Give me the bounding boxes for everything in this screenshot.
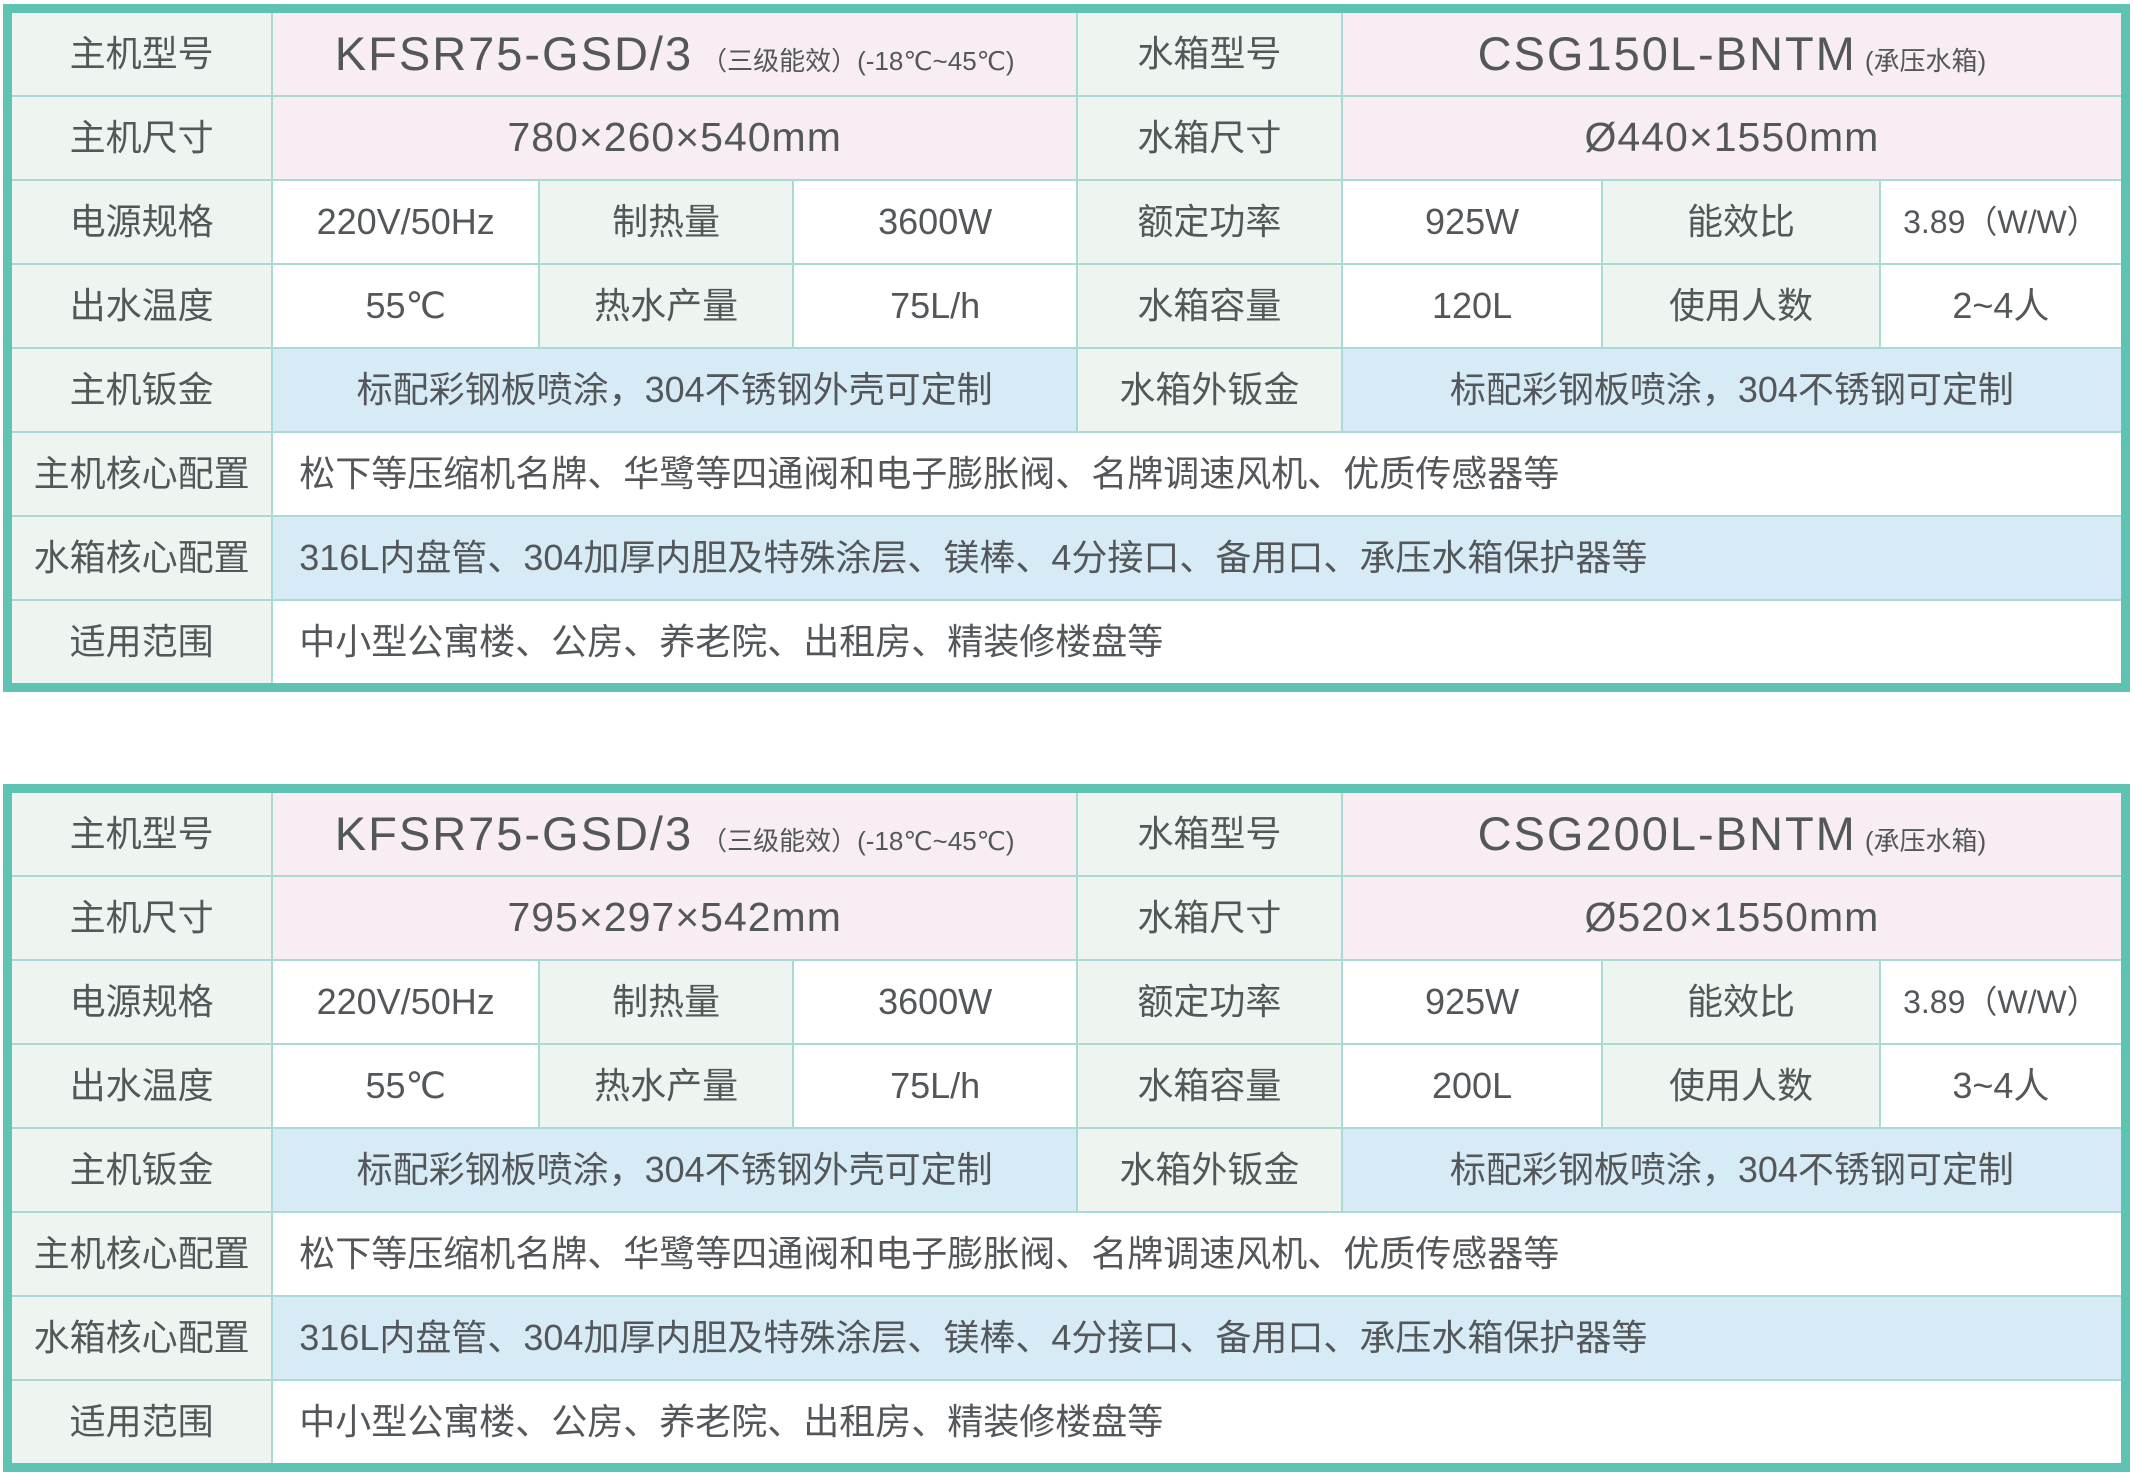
spec-label: 能效比	[1601, 179, 1881, 265]
table-row: 主机型号 KFSR75-GSD/3 （三级能效）(-18℃~45℃) 水箱型号 CSG1…	[6, 7, 2127, 97]
spec-label: 主机型号	[6, 7, 274, 97]
spec-label: 主机尺寸	[6, 875, 274, 961]
spec-value: 3600W	[792, 179, 1079, 265]
spec-value: 925W	[1340, 959, 1604, 1045]
model-number: CSG150L-BNTM	[1477, 26, 1857, 80]
spec-value: 75L/h	[792, 263, 1079, 349]
spec-value: 780×260×540mm	[271, 95, 1079, 181]
spec-label: 额定功率	[1076, 959, 1343, 1045]
spec-label: 电源规格	[6, 179, 274, 265]
spec-label: 热水产量	[538, 1043, 795, 1129]
table-row: 主机尺寸 780×260×540mm 水箱尺寸 Ø440×1550mm	[6, 95, 2127, 181]
spec-label: 水箱容量	[1076, 263, 1343, 349]
spec-label: 使用人数	[1601, 263, 1881, 349]
spec-label: 出水温度	[6, 1043, 274, 1129]
spec-value: 120L	[1340, 263, 1604, 349]
model-note: （三级能效）(-18℃~45℃)	[701, 45, 1015, 76]
spec-label: 制热量	[538, 179, 795, 265]
spec-label: 出水温度	[6, 263, 274, 349]
spec-value: 3600W	[792, 959, 1079, 1045]
model-note: (承压水箱)	[1864, 825, 1987, 856]
model-note: (承压水箱)	[1864, 45, 1987, 76]
spec-value: Ø440×1550mm	[1340, 95, 2127, 181]
spec-value: 标配彩钢板喷涂，304不锈钢可定制	[1340, 1127, 2127, 1213]
spec-label: 主机钣金	[6, 1127, 274, 1213]
spec-label: 水箱外钣金	[1076, 1127, 1343, 1213]
spec-label: 额定功率	[1076, 179, 1343, 265]
table-row: 主机钣金 标配彩钢板喷涂，304不锈钢外壳可定制 水箱外钣金 标配彩钢板喷涂，304不…	[6, 347, 2127, 433]
table-row: 适用范围 中小型公寓楼、公房、养老院、出租房、精装修楼盘等	[6, 1379, 2127, 1469]
model-cell: CSG200L-BNTM (承压水箱)	[1340, 787, 2127, 877]
table-row: 出水温度 55℃ 热水产量 75L/h 水箱容量 200L 使用人数 3~4人	[6, 1043, 2127, 1129]
spec-value: 220V/50Hz	[271, 179, 541, 265]
model-note: （三级能效）(-18℃~45℃)	[701, 825, 1015, 856]
spec-value: 3.89（W/W）	[1878, 959, 2127, 1045]
table-row: 主机尺寸 795×297×542mm 水箱尺寸 Ø520×1550mm	[6, 875, 2127, 961]
spec-label: 主机核心配置	[6, 431, 274, 517]
spec-value: 松下等压缩机名牌、华鹭等四通阀和电子膨胀阀、名牌调速风机、优质传感器等	[271, 1211, 2127, 1297]
table-row: 出水温度 55℃ 热水产量 75L/h 水箱容量 120L 使用人数 2~4人	[6, 263, 2127, 349]
model-cell: CSG150L-BNTM (承压水箱)	[1340, 7, 2127, 97]
spec-value: 75L/h	[792, 1043, 1079, 1129]
spec-value: 795×297×542mm	[271, 875, 1079, 961]
spec-value: Ø520×1550mm	[1340, 875, 2127, 961]
spec-value: 松下等压缩机名牌、华鹭等四通阀和电子膨胀阀、名牌调速风机、优质传感器等	[271, 431, 2127, 517]
spec-value: 925W	[1340, 179, 1604, 265]
spec-label: 水箱型号	[1076, 7, 1343, 97]
table-row: 主机核心配置 松下等压缩机名牌、华鹭等四通阀和电子膨胀阀、名牌调速风机、优质传感器…	[6, 1211, 2127, 1297]
spec-label: 主机核心配置	[6, 1211, 274, 1297]
spec-label: 适用范围	[6, 599, 274, 689]
table-row: 电源规格 220V/50Hz 制热量 3600W 额定功率 925W 能效比 3.89（W/W…	[6, 179, 2127, 265]
spec-label: 电源规格	[6, 959, 274, 1045]
spec-value: 中小型公寓楼、公房、养老院、出租房、精装修楼盘等	[271, 1379, 2127, 1469]
spec-value: 3~4人	[1878, 1043, 2127, 1129]
spec-value: 220V/50Hz	[271, 959, 541, 1045]
spec-label: 水箱型号	[1076, 787, 1343, 877]
spec-label: 制热量	[538, 959, 795, 1045]
table-row: 水箱核心配置 316L内盘管、304加厚内胆及特殊涂层、镁棒、4分接口、备用口、承…	[6, 1295, 2127, 1381]
spec-table-csg200l: 主机型号 KFSR75-GSD/3 （三级能效）(-18℃~45℃) 水箱型号 CSG2…	[3, 784, 2130, 1472]
spec-label: 使用人数	[1601, 1043, 1881, 1129]
spec-value: 316L内盘管、304加厚内胆及特殊涂层、镁棒、4分接口、备用口、承压水箱保护器…	[271, 515, 2127, 601]
model-number: CSG200L-BNTM	[1477, 806, 1857, 860]
spec-value: 200L	[1340, 1043, 1604, 1129]
model-number: KFSR75-GSD/3	[334, 806, 694, 860]
model-number: KFSR75-GSD/3	[334, 26, 694, 80]
spec-label: 水箱容量	[1076, 1043, 1343, 1129]
spec-value: 标配彩钢板喷涂，304不锈钢外壳可定制	[271, 1127, 1079, 1213]
spec-label: 水箱核心配置	[6, 1295, 274, 1381]
spec-value: 2~4人	[1878, 263, 2127, 349]
spec-label: 水箱核心配置	[6, 515, 274, 601]
spec-value: 55℃	[271, 1043, 541, 1129]
spec-label: 主机尺寸	[6, 95, 274, 181]
spec-value: 中小型公寓楼、公房、养老院、出租房、精装修楼盘等	[271, 599, 2127, 689]
spec-value: 标配彩钢板喷涂，304不锈钢可定制	[1340, 347, 2127, 433]
spec-label: 水箱外钣金	[1076, 347, 1343, 433]
spec-value: 标配彩钢板喷涂，304不锈钢外壳可定制	[271, 347, 1079, 433]
spec-label: 热水产量	[538, 263, 795, 349]
spec-label: 主机型号	[6, 787, 274, 877]
spec-value: 55℃	[271, 263, 541, 349]
spec-label: 水箱尺寸	[1076, 95, 1343, 181]
table-row: 主机核心配置 松下等压缩机名牌、华鹭等四通阀和电子膨胀阀、名牌调速风机、优质传感器…	[6, 431, 2127, 517]
spec-label: 能效比	[1601, 959, 1881, 1045]
spec-value: 316L内盘管、304加厚内胆及特殊涂层、镁棒、4分接口、备用口、承压水箱保护器…	[271, 1295, 2127, 1381]
table-row: 主机钣金 标配彩钢板喷涂，304不锈钢外壳可定制 水箱外钣金 标配彩钢板喷涂，304不…	[6, 1127, 2127, 1213]
spec-value: 3.89（W/W）	[1878, 179, 2127, 265]
table-row: 水箱核心配置 316L内盘管、304加厚内胆及特殊涂层、镁棒、4分接口、备用口、承…	[6, 515, 2127, 601]
table-row: 电源规格 220V/50Hz 制热量 3600W 额定功率 925W 能效比 3.89（W/W…	[6, 959, 2127, 1045]
spec-label: 适用范围	[6, 1379, 274, 1469]
table-row: 主机型号 KFSR75-GSD/3 （三级能效）(-18℃~45℃) 水箱型号 CSG2…	[6, 787, 2127, 877]
spec-table-csg150l: 主机型号 KFSR75-GSD/3 （三级能效）(-18℃~45℃) 水箱型号 CSG1…	[3, 4, 2130, 692]
spec-label: 水箱尺寸	[1076, 875, 1343, 961]
model-cell: KFSR75-GSD/3 （三级能效）(-18℃~45℃)	[271, 787, 1079, 877]
spec-label: 主机钣金	[6, 347, 274, 433]
table-row: 适用范围 中小型公寓楼、公房、养老院、出租房、精装修楼盘等	[6, 599, 2127, 689]
model-cell: KFSR75-GSD/3 （三级能效）(-18℃~45℃)	[271, 7, 1079, 97]
